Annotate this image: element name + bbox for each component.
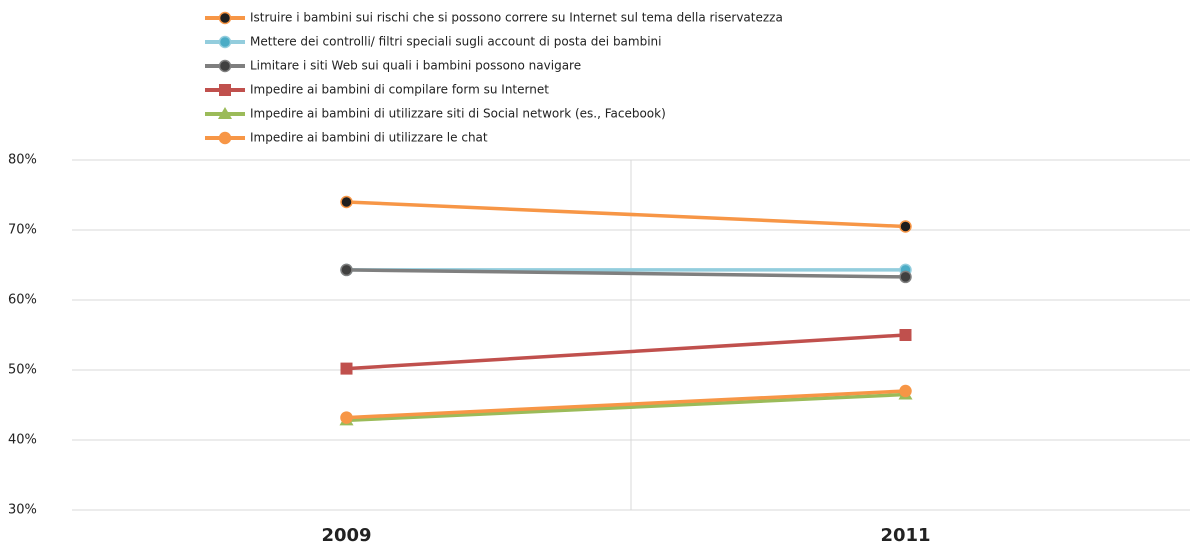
y-tick-label: 30%: [8, 503, 37, 518]
x-tick-label: 2009: [321, 525, 371, 546]
marker: [899, 220, 912, 233]
y-tick-label: 40%: [8, 433, 37, 448]
legend-label: Istruire i bambini sui rischi che si pos…: [250, 11, 783, 25]
y-tick-label: 50%: [8, 363, 37, 378]
series-line: [346, 389, 906, 420]
series-line: [346, 200, 906, 229]
marker: [219, 84, 231, 96]
marker: [340, 263, 353, 277]
marker: [218, 131, 232, 145]
marker: [340, 362, 353, 375]
legend-label: Mettere dei controlli/ filtri speciali s…: [250, 35, 662, 49]
marker: [218, 107, 232, 119]
y-tick-label: 70%: [8, 223, 37, 238]
series-line: [346, 392, 906, 423]
marker: [340, 411, 353, 424]
series-line: [346, 268, 906, 279]
marker: [218, 59, 232, 73]
y-tick-label: 60%: [8, 293, 37, 308]
y-tick-label: 80%: [8, 153, 37, 168]
legend-label: Limitare i siti Web sui quali i bambini …: [250, 59, 581, 73]
legend-label: Impedire ai bambini di utilizzare siti d…: [250, 107, 666, 121]
legend-label: Impedire ai bambini di compilare form su…: [250, 83, 549, 97]
marker: [218, 35, 232, 49]
x-tick-label: 2011: [880, 525, 930, 546]
marker: [340, 195, 353, 209]
series-line: [346, 333, 906, 371]
marker: [218, 11, 232, 25]
marker: [899, 384, 912, 398]
marker: [899, 329, 912, 341]
marker: [899, 270, 912, 284]
legend-label: Impedire ai bambini di utilizzare le cha…: [250, 131, 488, 145]
